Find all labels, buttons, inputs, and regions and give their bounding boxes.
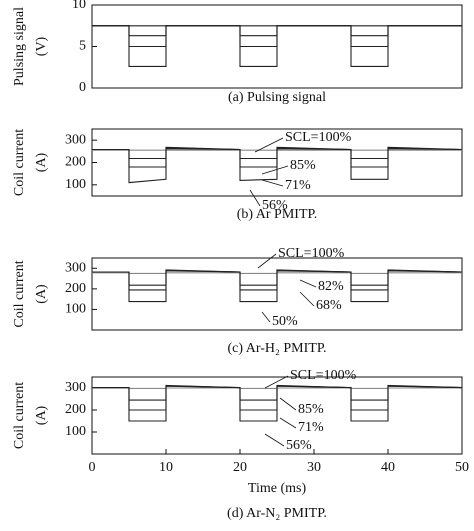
y-axis-unit: (A)	[34, 152, 49, 172]
leader-line	[300, 292, 314, 306]
series-label: 82%	[318, 279, 344, 294]
x-tick-label: 30	[307, 460, 321, 475]
y-tick-label: 200	[65, 281, 86, 296]
y-tick-label: 100	[65, 302, 86, 317]
x-tick-label: 10	[159, 460, 173, 475]
series-label: 50%	[272, 314, 298, 329]
y-tick-label: 200	[65, 155, 86, 170]
y-tick-label: 5	[79, 39, 86, 54]
leader-line	[262, 312, 270, 322]
leader-line	[258, 254, 276, 268]
panel-caption: (c) Ar-H₂ PMITP.	[227, 341, 326, 356]
leader-line	[265, 434, 284, 446]
y-axis-label: Coil current	[12, 260, 27, 327]
series-label: 85%	[290, 158, 316, 173]
series-label: 71%	[298, 420, 324, 435]
leader-line	[300, 280, 316, 287]
y-axis-label: Pulsing signal	[12, 7, 27, 86]
panel-caption: (a) Pulsing signal	[228, 90, 326, 105]
y-tick-label: 200	[65, 402, 86, 417]
y-tick-label: 300	[65, 132, 86, 147]
y-tick-label: 100	[65, 177, 86, 192]
series-label: SCL=100%	[278, 246, 345, 261]
y-axis-unit: (V)	[34, 36, 49, 56]
series-label: 68%	[316, 298, 342, 313]
series-label: 71%	[285, 178, 311, 193]
y-axis-unit: (A)	[34, 405, 49, 425]
series-label: SCL=100%	[290, 368, 357, 383]
x-axis-label: Time (ms)	[248, 481, 307, 496]
y-tick-label: 10	[72, 0, 86, 12]
leader-line	[250, 190, 260, 206]
y-axis-label: Coil current	[12, 382, 27, 449]
x-tick-label: 50	[455, 460, 469, 475]
leader-line	[262, 180, 283, 186]
y-tick-label: 300	[65, 380, 86, 395]
series-label: SCL=100%	[285, 130, 352, 145]
series-label: 85%	[298, 402, 324, 417]
series-line	[92, 147, 462, 182]
x-tick-label: 0	[89, 460, 96, 475]
y-tick-label: 0	[79, 80, 86, 95]
y-tick-label: 300	[65, 261, 86, 276]
y-axis-label: Coil current	[12, 129, 27, 196]
leader-line	[280, 418, 296, 428]
series-label: 56%	[262, 198, 288, 213]
x-tick-label: 20	[233, 460, 247, 475]
y-axis-unit: (A)	[34, 284, 49, 304]
series-line	[92, 385, 462, 421]
y-tick-label: 100	[65, 424, 86, 439]
x-tick-label: 40	[381, 460, 395, 475]
series-label: 56%	[286, 438, 312, 453]
panel-caption: (d) Ar-N₂ PMITP.	[227, 506, 327, 521]
leader-line	[280, 398, 296, 410]
